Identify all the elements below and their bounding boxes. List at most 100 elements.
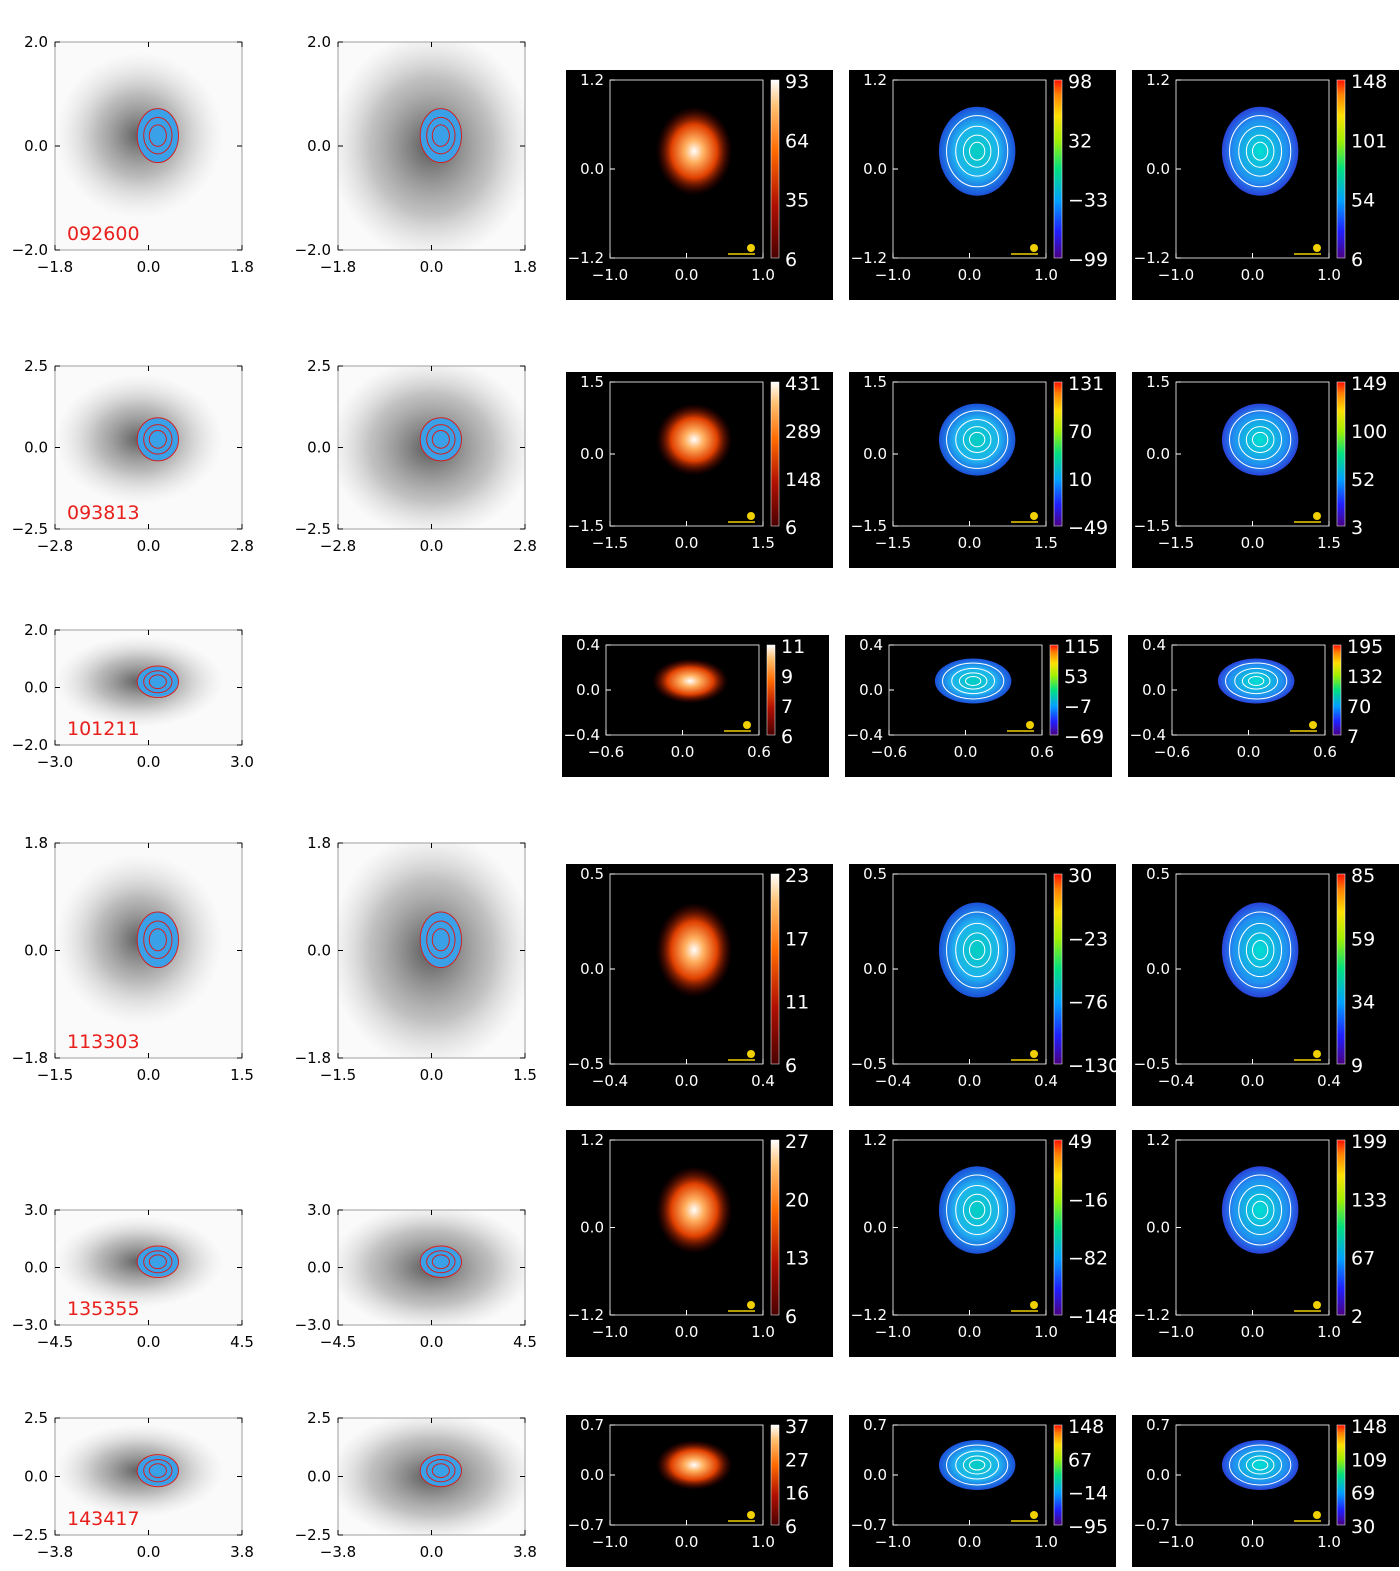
colorbar-tick-label: 13 (785, 1248, 809, 1270)
map-x-tick-label: 0.0 (958, 1323, 982, 1341)
map-x-tick-label: −1.0 (875, 1323, 911, 1341)
red-contour (431, 430, 450, 449)
white-contour (1229, 1174, 1292, 1246)
white-contour (1225, 662, 1288, 700)
emission-region (1221, 902, 1299, 998)
dispersion-map-panel: 0.7 0.0 −0.7−1.0 0.0 1.0 148 109 69 30 (1132, 1415, 1399, 1567)
colorbar-tick-label: 148 (785, 469, 821, 491)
colorbar-tick-label: 148 (1068, 1416, 1104, 1438)
optical-x-tick-label: −3.8 (37, 1543, 73, 1561)
white-contour (955, 922, 1000, 978)
flux-map-panel: 0.4 0.0 −0.4−0.6 0.0 0.6 11 9 7 6 (562, 635, 829, 777)
map-y-tick-label: 1.2 (1146, 1131, 1170, 1149)
colorbar-tick-label: 32 (1068, 130, 1092, 152)
map-x-tick-label: 0.0 (675, 1323, 699, 1341)
ir-x-tick-label: 1.8 (513, 258, 537, 276)
map-y-tick-label: 0.0 (1146, 160, 1170, 178)
white-contour (1229, 911, 1292, 989)
white-contour (962, 1455, 992, 1475)
ir-image-panel: 2.5 0.0 −2.5−2.8 0.0 2.8 (295, 357, 537, 555)
beam-size-marker (743, 721, 751, 729)
blue-overlay-region (137, 108, 179, 163)
optical-x-tick-label: 4.5 (230, 1333, 254, 1351)
optical-x-tick-label: 0.0 (137, 258, 161, 276)
beam-size-marker (747, 244, 755, 252)
ir-x-tick-label: 4.5 (513, 1333, 537, 1351)
colorbar (770, 381, 780, 527)
white-contour (1234, 667, 1279, 695)
colorbar-tick-label: −33 (1068, 190, 1108, 212)
map-y-tick-label: 0.0 (1142, 681, 1166, 699)
ir-x-tick-label: 1.5 (513, 1066, 537, 1084)
white-contour (1238, 1185, 1283, 1235)
velocity-map-panel: 0.5 0.0 −0.5−0.4 0.0 0.4 30 −23 −76 −130 (849, 864, 1120, 1106)
optical-x-tick-label: 2.8 (230, 537, 254, 555)
beam-size-marker (1309, 721, 1317, 729)
optical-y-tick-label: −2.0 (12, 241, 48, 259)
blue-overlay-region (420, 911, 462, 968)
colorbar-tick-label: 10 (1068, 469, 1092, 491)
optical-x-tick-label: 0.0 (137, 1066, 161, 1084)
colorbar-tick-label: 49 (1068, 1131, 1092, 1153)
ir-y-tick-label: −2.5 (295, 520, 331, 538)
ir-y-tick-label: −2.0 (295, 241, 331, 259)
emission-region (1221, 1166, 1299, 1254)
ir-image-panel: 3.0 0.0 −3.0−4.5 0.0 4.5 (295, 1201, 537, 1351)
colorbar (1336, 381, 1346, 527)
optical-x-tick-label: 0.0 (137, 1333, 161, 1351)
colorbar-tick-label: 70 (1347, 696, 1371, 718)
white-contour (962, 932, 992, 968)
colorbar-tick-label: 7 (1347, 726, 1359, 748)
colorbar-tick-label: 9 (1351, 1055, 1363, 1077)
colorbar-tick-label: 132 (1347, 666, 1383, 688)
colorbar-tick-label: 53 (1064, 666, 1088, 688)
map-x-tick-label: 0.0 (675, 534, 699, 552)
colorbar-tick-label: 35 (785, 190, 809, 212)
ir-y-tick-label: 0.0 (307, 439, 331, 457)
colorbar (1336, 1139, 1346, 1316)
map-y-tick-label: −0.7 (1134, 1516, 1170, 1534)
map-y-tick-label: −1.5 (1134, 517, 1170, 535)
map-y-tick-label: 0.4 (1142, 636, 1166, 654)
map-y-tick-label: −0.4 (847, 726, 883, 744)
red-contour (143, 424, 173, 455)
flux-map-panel: 1.2 0.0 −1.2−1.0 0.0 1.0 93 64 35 6 (566, 70, 833, 300)
map-x-tick-label: −1.0 (1158, 266, 1194, 284)
flux-map-panel: 0.7 0.0 −0.7−1.0 0.0 1.0 37 27 16 6 (566, 1415, 833, 1567)
beam-size-marker (1026, 721, 1034, 729)
map-x-tick-label: 1.0 (1317, 266, 1341, 284)
colorbar-tick-label: 85 (1351, 865, 1375, 887)
colorbar-tick-label: 6 (785, 517, 797, 539)
white-contour (951, 667, 996, 695)
colorbar (1053, 381, 1063, 527)
colorbar-tick-label: −23 (1068, 928, 1108, 950)
galaxy-id-label: 135355 (67, 1298, 140, 1320)
white-contour (962, 426, 992, 454)
map-x-tick-label: −0.4 (875, 1072, 911, 1090)
ir-x-tick-label: −2.8 (320, 537, 356, 555)
colorbar-tick-label: 148 (1351, 1416, 1387, 1438)
map-y-tick-label: −0.7 (851, 1516, 887, 1534)
map-x-tick-label: −0.6 (1154, 743, 1190, 761)
optical-y-tick-label: 0.0 (24, 137, 48, 155)
red-contour (143, 1459, 173, 1483)
map-y-tick-label: 0.0 (580, 1466, 604, 1484)
red-contour (426, 116, 456, 155)
map-x-tick-label: 0.0 (671, 743, 695, 761)
map-x-tick-label: 1.0 (751, 1533, 775, 1551)
colorbar (1053, 1424, 1063, 1526)
red-contour (419, 1454, 463, 1488)
beam-size-marker (1030, 1050, 1038, 1058)
colorbar-tick-label: 6 (785, 1516, 797, 1538)
red-contour (426, 1250, 456, 1274)
colorbar-tick-label: −95 (1068, 1516, 1108, 1538)
colorbar (770, 1424, 780, 1526)
red-contour (419, 911, 463, 969)
optical-x-tick-label: −3.0 (37, 753, 73, 771)
red-contour (419, 108, 463, 164)
map-x-tick-label: −0.6 (871, 743, 907, 761)
optical-y-tick-label: 2.5 (24, 1409, 48, 1427)
colorbar (770, 1139, 780, 1316)
red-contour (431, 1463, 450, 1479)
